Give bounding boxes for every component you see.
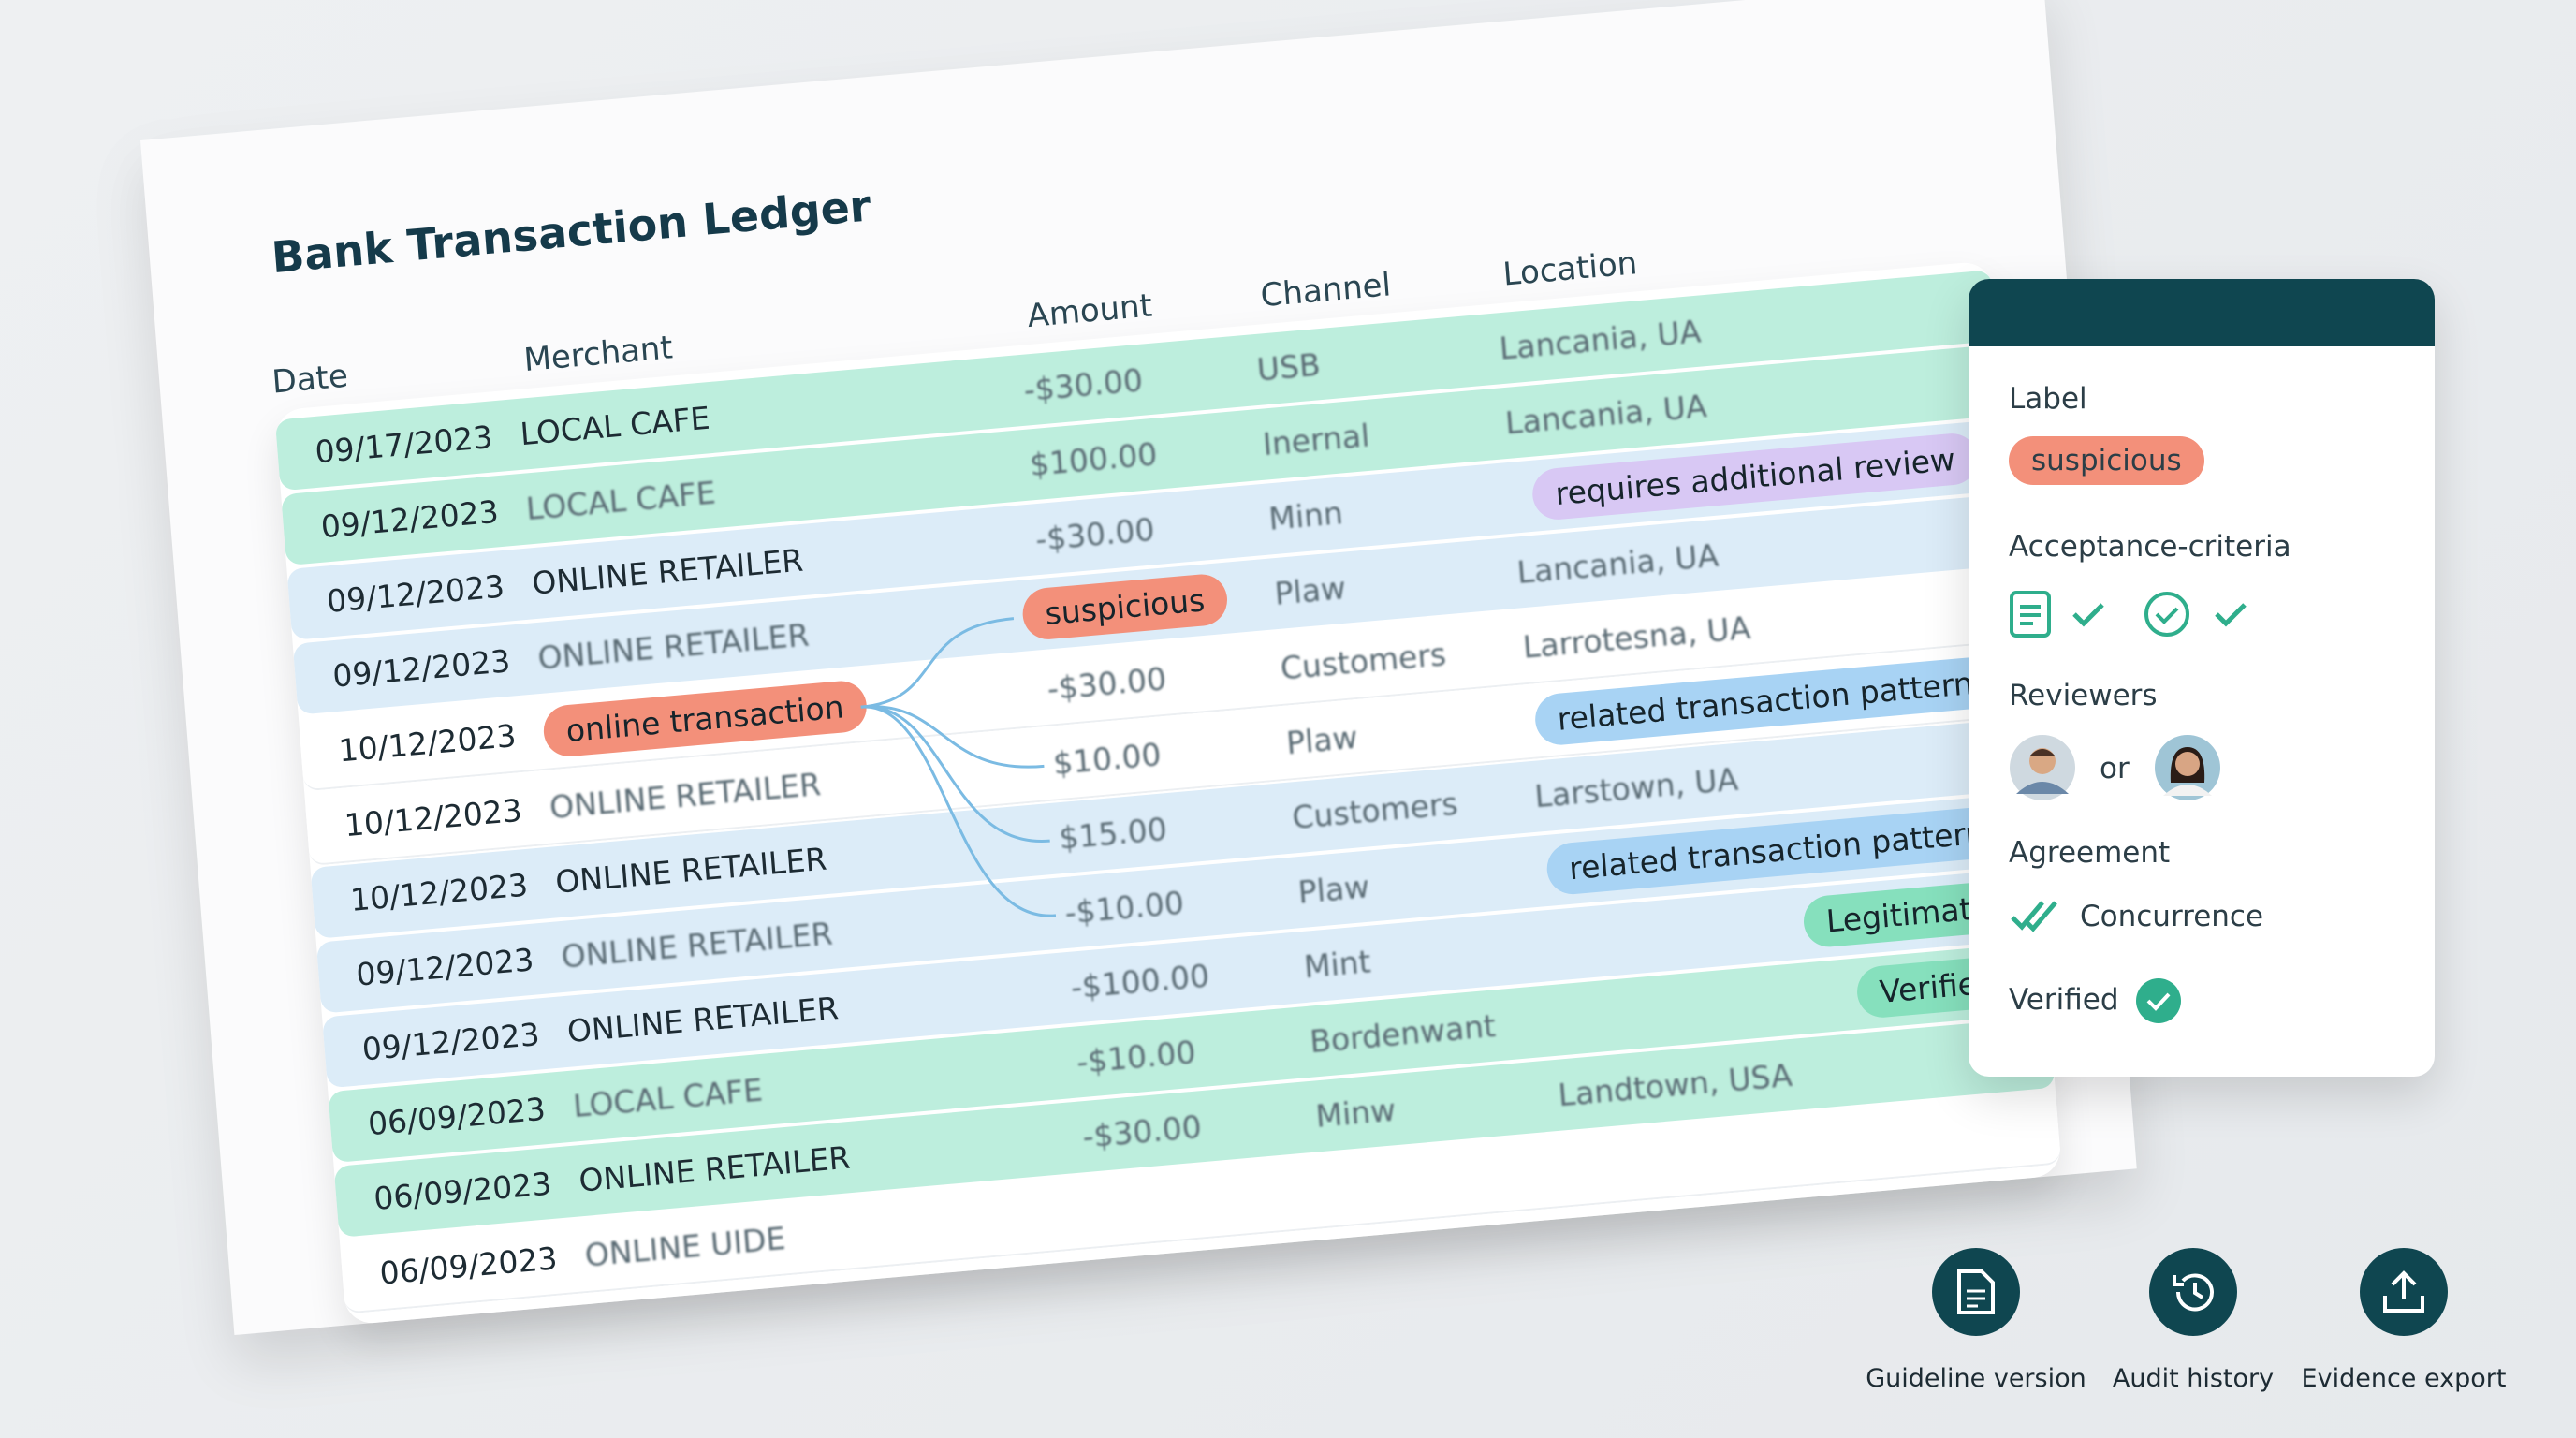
criteria-heading: Acceptance-criteria bbox=[2009, 530, 2291, 564]
panel-header bbox=[1969, 279, 2435, 346]
connector bbox=[860, 705, 1045, 769]
ledger-table: 09/17/2023 LOCAL CAFE -$30.00 USB Lancania, … bbox=[274, 260, 2063, 1326]
review-panel: Label suspicious Acceptance-criteria Rev… bbox=[1969, 279, 2435, 1077]
label-heading: Label bbox=[2009, 382, 2087, 416]
reviewers-heading: Reviewers bbox=[2009, 679, 2158, 712]
reviewer-avatar bbox=[2155, 735, 2220, 800]
action-label: Audit history bbox=[2112, 1364, 2275, 1393]
label-pill: suspicious bbox=[2009, 436, 2204, 485]
reviewers-joiner: or bbox=[2100, 752, 2130, 785]
column-header: Date bbox=[271, 357, 350, 402]
agreement-value: Concurrence bbox=[2080, 900, 2264, 933]
verified-label: Verified bbox=[2009, 983, 2119, 1017]
column-header: Location bbox=[1501, 244, 1639, 294]
action-button[interactable]: Audit history bbox=[2053, 1248, 2334, 1393]
action-label: Guideline version bbox=[1866, 1364, 2086, 1393]
column-header: Amount bbox=[1026, 286, 1154, 336]
ledger-sheet: Bank Transaction Ledger Date Merchant Am… bbox=[140, 0, 2137, 1336]
action-label: Evidence export bbox=[2301, 1364, 2507, 1393]
document-icon bbox=[1957, 1269, 1995, 1314]
column-header: Channel bbox=[1259, 266, 1393, 315]
column-header: Merchant bbox=[522, 329, 675, 380]
agreement-heading: Agreement bbox=[2009, 836, 2171, 870]
connector bbox=[860, 705, 1050, 843]
criteria-icons bbox=[2010, 591, 2247, 638]
action-button[interactable]: Guideline version bbox=[1836, 1248, 2116, 1393]
connector bbox=[860, 705, 1057, 917]
connector bbox=[860, 617, 1015, 709]
export-icon bbox=[2383, 1270, 2424, 1313]
agreement-icon bbox=[2011, 901, 2057, 932]
reviewer-avatar bbox=[2010, 735, 2075, 800]
verified-icon bbox=[2136, 978, 2181, 1023]
connectors bbox=[860, 617, 1057, 917]
history-icon bbox=[2173, 1273, 2214, 1312]
action-button[interactable]: Evidence export bbox=[2263, 1248, 2544, 1393]
ledger-title: Bank Transaction Ledger bbox=[270, 180, 873, 284]
